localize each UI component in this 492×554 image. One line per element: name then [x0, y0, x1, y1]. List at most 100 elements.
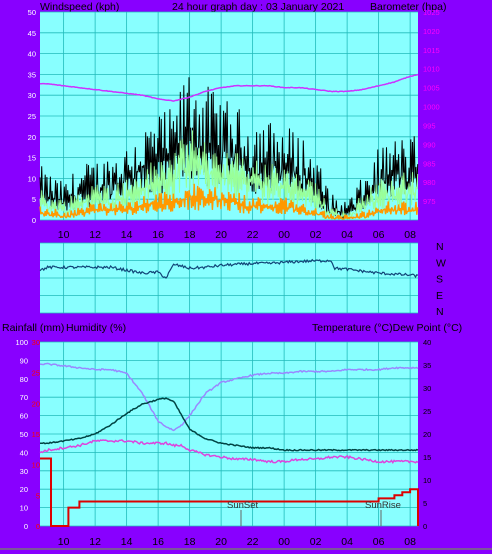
time-tick-label: 14 [121, 536, 133, 548]
barometer-tick-label: 1010 [423, 65, 440, 74]
wind-tick-label: 20 [28, 133, 36, 142]
humidity-tick-label: 50 [20, 430, 28, 439]
humidity-series-line [39, 362, 419, 432]
rain-axis-title: Rainfall (mm) [2, 322, 64, 334]
humidity-tick-label: 100 [15, 338, 28, 347]
barometer-tick-label: 975 [423, 197, 436, 206]
humidity-tick-label: 20 [20, 485, 28, 494]
rain-tick-label: 15 [32, 430, 40, 439]
humidity-tick-label: 30 [20, 467, 28, 476]
time-tick-label: 06 [373, 536, 385, 548]
humidity-tick-label: 90 [20, 356, 28, 365]
rainfall-series-line [40, 457, 419, 527]
gust-series-line [39, 77, 419, 219]
compass-label: N [436, 241, 444, 253]
time-tick-label: 04 [341, 536, 353, 548]
barometer-tick-label: 1020 [423, 27, 440, 36]
temp-tick-label: 15 [423, 453, 431, 462]
time-tick-label: 16 [152, 229, 164, 241]
humidity-tick-label: 10 [20, 504, 28, 513]
wind-tick-label: 10 [28, 174, 36, 183]
humidity-tick-label: 40 [20, 448, 28, 457]
rain-tick-label: 0 [36, 522, 40, 531]
wind-series [39, 73, 419, 220]
humidity-axis-title: Humidity (%) [66, 322, 126, 334]
time-tick-label: 22 [247, 536, 259, 548]
chart-title: 24 hour graph day : 03 January 2021 [172, 1, 344, 13]
direction-series [39, 258, 419, 279]
barometer-axis-title: Barometer (hpa) [370, 1, 446, 13]
barometer-tick-label: 985 [423, 159, 436, 168]
time-tick-label: 14 [121, 229, 133, 241]
temp-axis-title: Temperature (°C)Dew Point (°C) [312, 322, 462, 334]
temp-tick-label: 35 [423, 361, 431, 370]
temp-tick-label: 0 [423, 522, 427, 531]
time-tick-label: 12 [89, 229, 101, 241]
wind-tick-label: 15 [28, 154, 36, 163]
windspeed-series-line [39, 130, 419, 220]
barometer-tick-label: 1015 [423, 46, 440, 55]
time-tick-label: 08 [404, 536, 416, 548]
humidity-tick-label: 60 [20, 412, 28, 421]
wind-tick-label: 45 [28, 29, 36, 38]
time-tick-label: 10 [58, 536, 70, 548]
sun-annotations: SunSet SunRise [227, 500, 401, 526]
wind-tick-label: 50 [28, 8, 36, 17]
humidity-tick-label: 80 [20, 375, 28, 384]
temp-tick-label: 5 [423, 499, 427, 508]
wind-tick-label: 0 [32, 216, 36, 225]
barometer-tick-label: 1000 [423, 103, 440, 112]
time-tick-label: 06 [373, 229, 385, 241]
time-tick-label: 00 [278, 229, 290, 241]
temp-time-labels: 10 12 14 16 18 20 22 00 02 04 06 08 [58, 536, 416, 548]
barometer-tick-label: 1025 [423, 8, 440, 17]
wind-tick-label: 35 [28, 70, 36, 79]
time-tick-label: 22 [247, 229, 259, 241]
compass-label: S [436, 274, 443, 286]
rain-tick-label: 20 [32, 399, 40, 408]
barometer-y-ticks: 975 980 985 990 995 1000 1005 1010 1015 1020 1025 [423, 8, 440, 206]
barometer-series-line [39, 73, 419, 102]
wind-time-labels: 10 12 14 16 18 20 22 00 02 04 06 08 [58, 229, 416, 241]
dewpoint-series-line [39, 439, 419, 465]
temp-tick-label: 30 [423, 384, 431, 393]
wind-min-series-line [39, 183, 419, 220]
compass-label: E [436, 290, 443, 302]
humidity-tick-label: 0 [24, 522, 28, 531]
rain-tick-label: 5 [36, 491, 40, 500]
barometer-tick-label: 990 [423, 140, 436, 149]
time-tick-label: 04 [341, 229, 353, 241]
time-tick-label: 10 [58, 229, 70, 241]
barometer-tick-label: 980 [423, 178, 436, 187]
sunset-label: SunSet [227, 500, 259, 511]
rain-tick-label: 25 [32, 369, 40, 378]
wind-tick-label: 30 [28, 91, 36, 100]
time-tick-label: 20 [215, 229, 227, 241]
rain-tick-label: 30 [32, 338, 40, 347]
time-tick-label: 20 [215, 536, 227, 548]
temp-tick-label: 10 [423, 476, 431, 485]
temperature-series-line [40, 397, 419, 452]
humidity-tick-label: 70 [20, 393, 28, 402]
rain-y-ticks: 0 5 10 15 20 25 30 [32, 338, 40, 531]
time-tick-label: 18 [184, 536, 196, 548]
time-tick-label: 02 [310, 229, 322, 241]
compass-label: N [436, 306, 444, 318]
temperature-humidity-panel: 0 10 20 30 40 50 60 70 80 90 100 0 5 10 15 20 25 30 0 5 10… [15, 338, 431, 548]
wind-axis-title: Windspeed (kph) [40, 1, 119, 13]
temp-tick-label: 25 [423, 407, 431, 416]
time-tick-label: 08 [404, 229, 416, 241]
sunrise-label: SunRise [365, 500, 401, 511]
time-tick-label: 16 [152, 536, 164, 548]
header-labels: Windspeed (kph) 24 hour graph day : 03 J… [2, 1, 462, 334]
compass-label: W [436, 257, 446, 269]
time-tick-label: 18 [184, 229, 196, 241]
wind-tick-label: 40 [28, 50, 36, 59]
rain-tick-label: 10 [32, 461, 40, 470]
wind-direction-line [39, 258, 419, 279]
